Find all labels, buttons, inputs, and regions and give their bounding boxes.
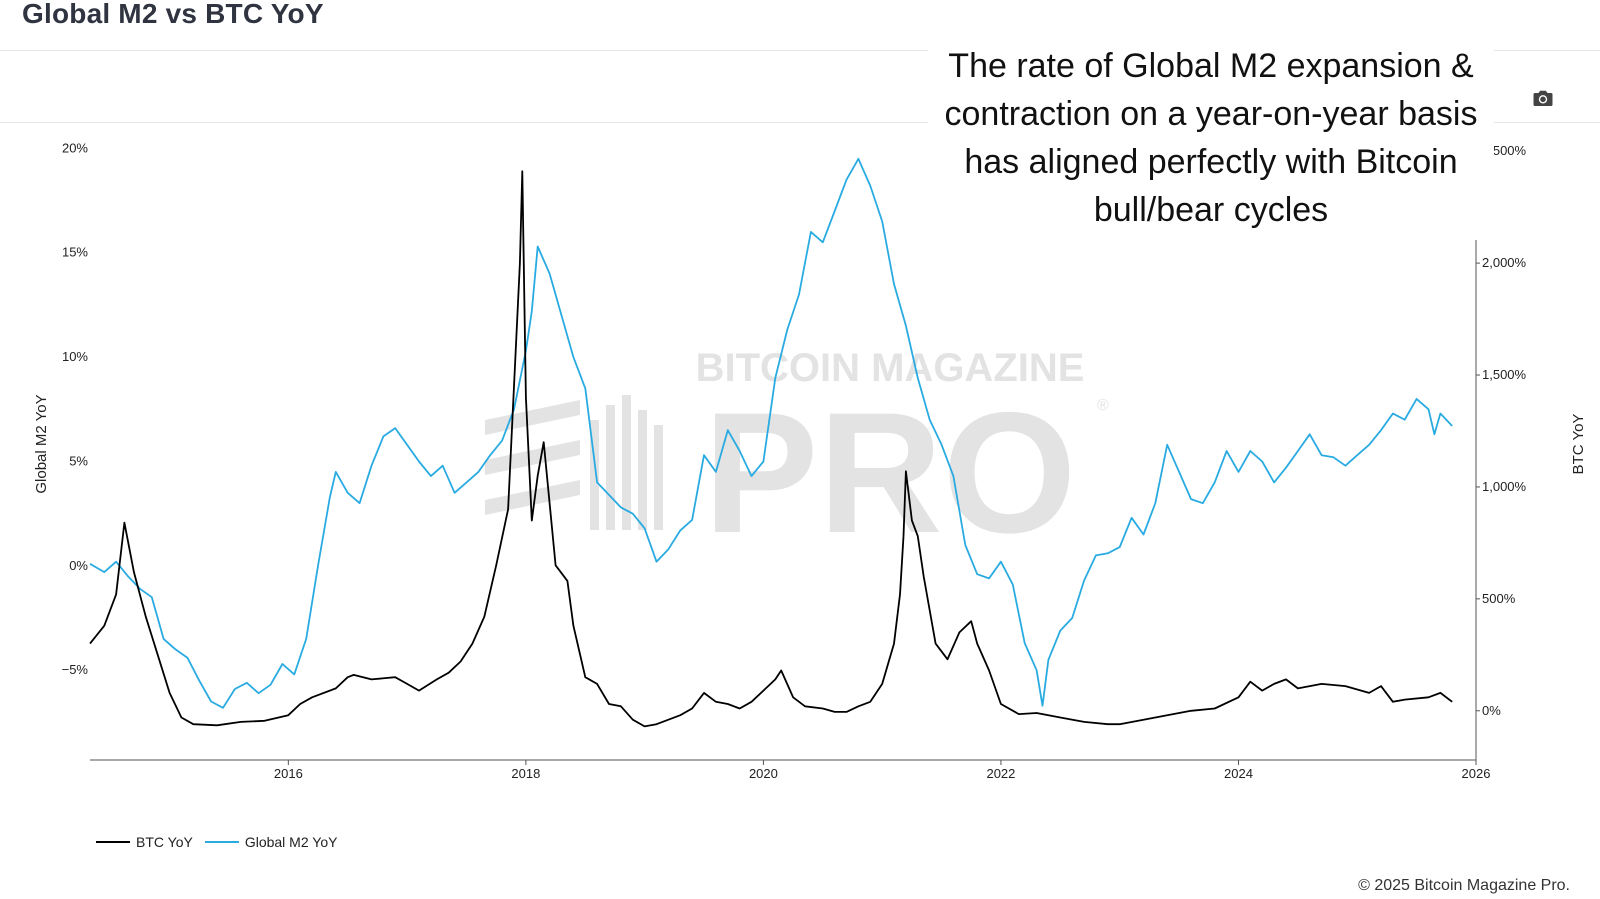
y-left-tick-label: −5% [62, 662, 89, 677]
header-divider [0, 50, 1600, 51]
y-right-tick-label: 0% [1482, 703, 1501, 718]
page-title: Global M2 vs BTC YoY [22, 0, 324, 29]
x-tick-label: 2020 [749, 766, 778, 781]
watermark-mark: ® [1097, 397, 1109, 414]
watermark-line1: BITCOIN MAGAZINE [696, 346, 1085, 390]
legend-item-m2[interactable]: Global M2 YoY [204, 834, 338, 850]
legend-label-btc: BTC YoY [136, 834, 193, 850]
series-line-btc-yoy [89, 170, 1453, 728]
y-left-tick-label: 15% [62, 245, 88, 260]
y-left-tick-label: 20% [62, 140, 88, 155]
x-tick-label: 2018 [511, 766, 540, 781]
copyright: © 2025 Bitcoin Magazine Pro. [1358, 877, 1570, 894]
legend-label-m2: Global M2 YoY [244, 834, 338, 850]
y-left-axis-label: Global M2 YoY [33, 394, 50, 493]
watermark-logo-icon [485, 395, 663, 530]
legend-swatch-m2 [204, 841, 239, 843]
y-right-tick-label: 1,000% [1482, 479, 1527, 494]
legend-item-btc[interactable]: BTC YoY [96, 834, 193, 850]
y-right-tick-label: 500% [1482, 591, 1516, 606]
camera-icon[interactable] [1531, 86, 1555, 110]
watermark: BITCOIN MAGAZINE PRO ® [485, 346, 1109, 569]
y-left-tick-label: 5% [69, 453, 88, 468]
legend-swatch-btc [96, 841, 130, 843]
x-tick-label: 2016 [274, 766, 303, 781]
series-line-global-m2-yoy [89, 157, 1453, 709]
y-right-tick-label: 2,000% [1482, 255, 1527, 270]
chart-annotation: The rate of Global M2 expansion & contra… [928, 38, 1494, 240]
y-left-tick-label: 10% [62, 349, 88, 364]
watermark-line2: PRO [704, 377, 1077, 569]
y-right-tick-label: 1,500% [1482, 367, 1527, 382]
x-tick-label: 2022 [986, 766, 1015, 781]
chart-legend: BTC YoY Global M2 YoY [96, 834, 349, 850]
y-right-axis-label: BTC YoY [1570, 414, 1587, 475]
x-tick-label: 2024 [1224, 766, 1253, 781]
y-left-tick-label: 0% [69, 558, 88, 573]
x-tick-label: 2026 [1462, 766, 1491, 781]
toolbar-divider [0, 122, 1600, 123]
